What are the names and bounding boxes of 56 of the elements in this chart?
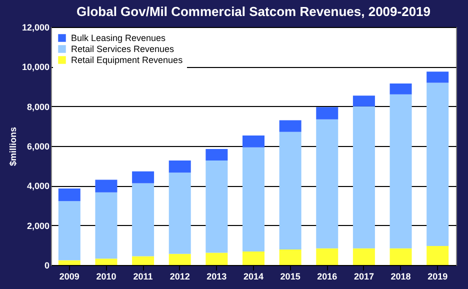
- bar: [95, 180, 118, 192]
- x-tick-label: 2011: [133, 272, 153, 282]
- x-tick-label: 2013: [206, 272, 227, 282]
- bar: [316, 107, 338, 120]
- bar: [279, 132, 302, 250]
- bar: [206, 252, 228, 265]
- x-tick-label: 2012: [170, 272, 190, 282]
- bar: [242, 135, 264, 148]
- x-tick-label: 2015: [280, 272, 300, 282]
- bar: [206, 148, 228, 160]
- bar: [132, 171, 154, 184]
- y-tick-label: 4,000: [26, 181, 50, 192]
- legend-label: Retail Equipment Revenues: [71, 55, 184, 65]
- bar: [58, 188, 80, 202]
- bar: [390, 248, 412, 265]
- bar: [58, 201, 80, 260]
- x-tick-label: 2018: [390, 272, 411, 282]
- bar: [316, 119, 338, 248]
- legend-label: Retail Services Revenues: [71, 44, 175, 54]
- y-tick-label: 8,000: [26, 102, 50, 112]
- bar: [279, 120, 302, 132]
- x-tick-label: 2009: [59, 272, 80, 282]
- bar: [390, 84, 412, 94]
- bar: [242, 147, 264, 252]
- bar: [426, 246, 449, 265]
- bar: [352, 106, 375, 248]
- bar: [390, 94, 412, 248]
- bar: [279, 250, 302, 265]
- legend-label: Bulk Leasing Revenues: [71, 33, 166, 43]
- bar: [352, 248, 375, 265]
- x-tick-label: 2019: [428, 272, 448, 282]
- bar: [242, 252, 264, 265]
- bar: [168, 172, 191, 254]
- x-tick-label: 2014: [243, 272, 264, 282]
- y-tick-label: 2,000: [26, 220, 50, 231]
- bar: [95, 258, 118, 265]
- bar: [426, 82, 449, 246]
- y-tick-label: 0: [44, 260, 50, 270]
- chart-title: Global Gov/Mil Commercial Satcom Revenues, 2009-2019: [76, 4, 431, 19]
- bar: [58, 260, 80, 265]
- x-tick-label: 2016: [317, 272, 338, 282]
- y-tick-label: 6,000: [26, 142, 50, 152]
- bar: [316, 248, 338, 265]
- bar: [168, 160, 191, 173]
- x-tick-label: 2010: [96, 272, 116, 282]
- bar: [132, 256, 154, 265]
- x-tick-label: 2017: [354, 272, 374, 282]
- bar: [206, 160, 228, 253]
- bar: [168, 254, 191, 265]
- bar: [132, 183, 154, 256]
- bar: [352, 96, 375, 106]
- y-tick-label: 12,000: [22, 22, 50, 32]
- y-tick-label: 10,000: [22, 62, 50, 72]
- bar: [95, 192, 118, 259]
- bar: [426, 72, 449, 83]
- y-axis-title: $millions: [8, 126, 18, 166]
